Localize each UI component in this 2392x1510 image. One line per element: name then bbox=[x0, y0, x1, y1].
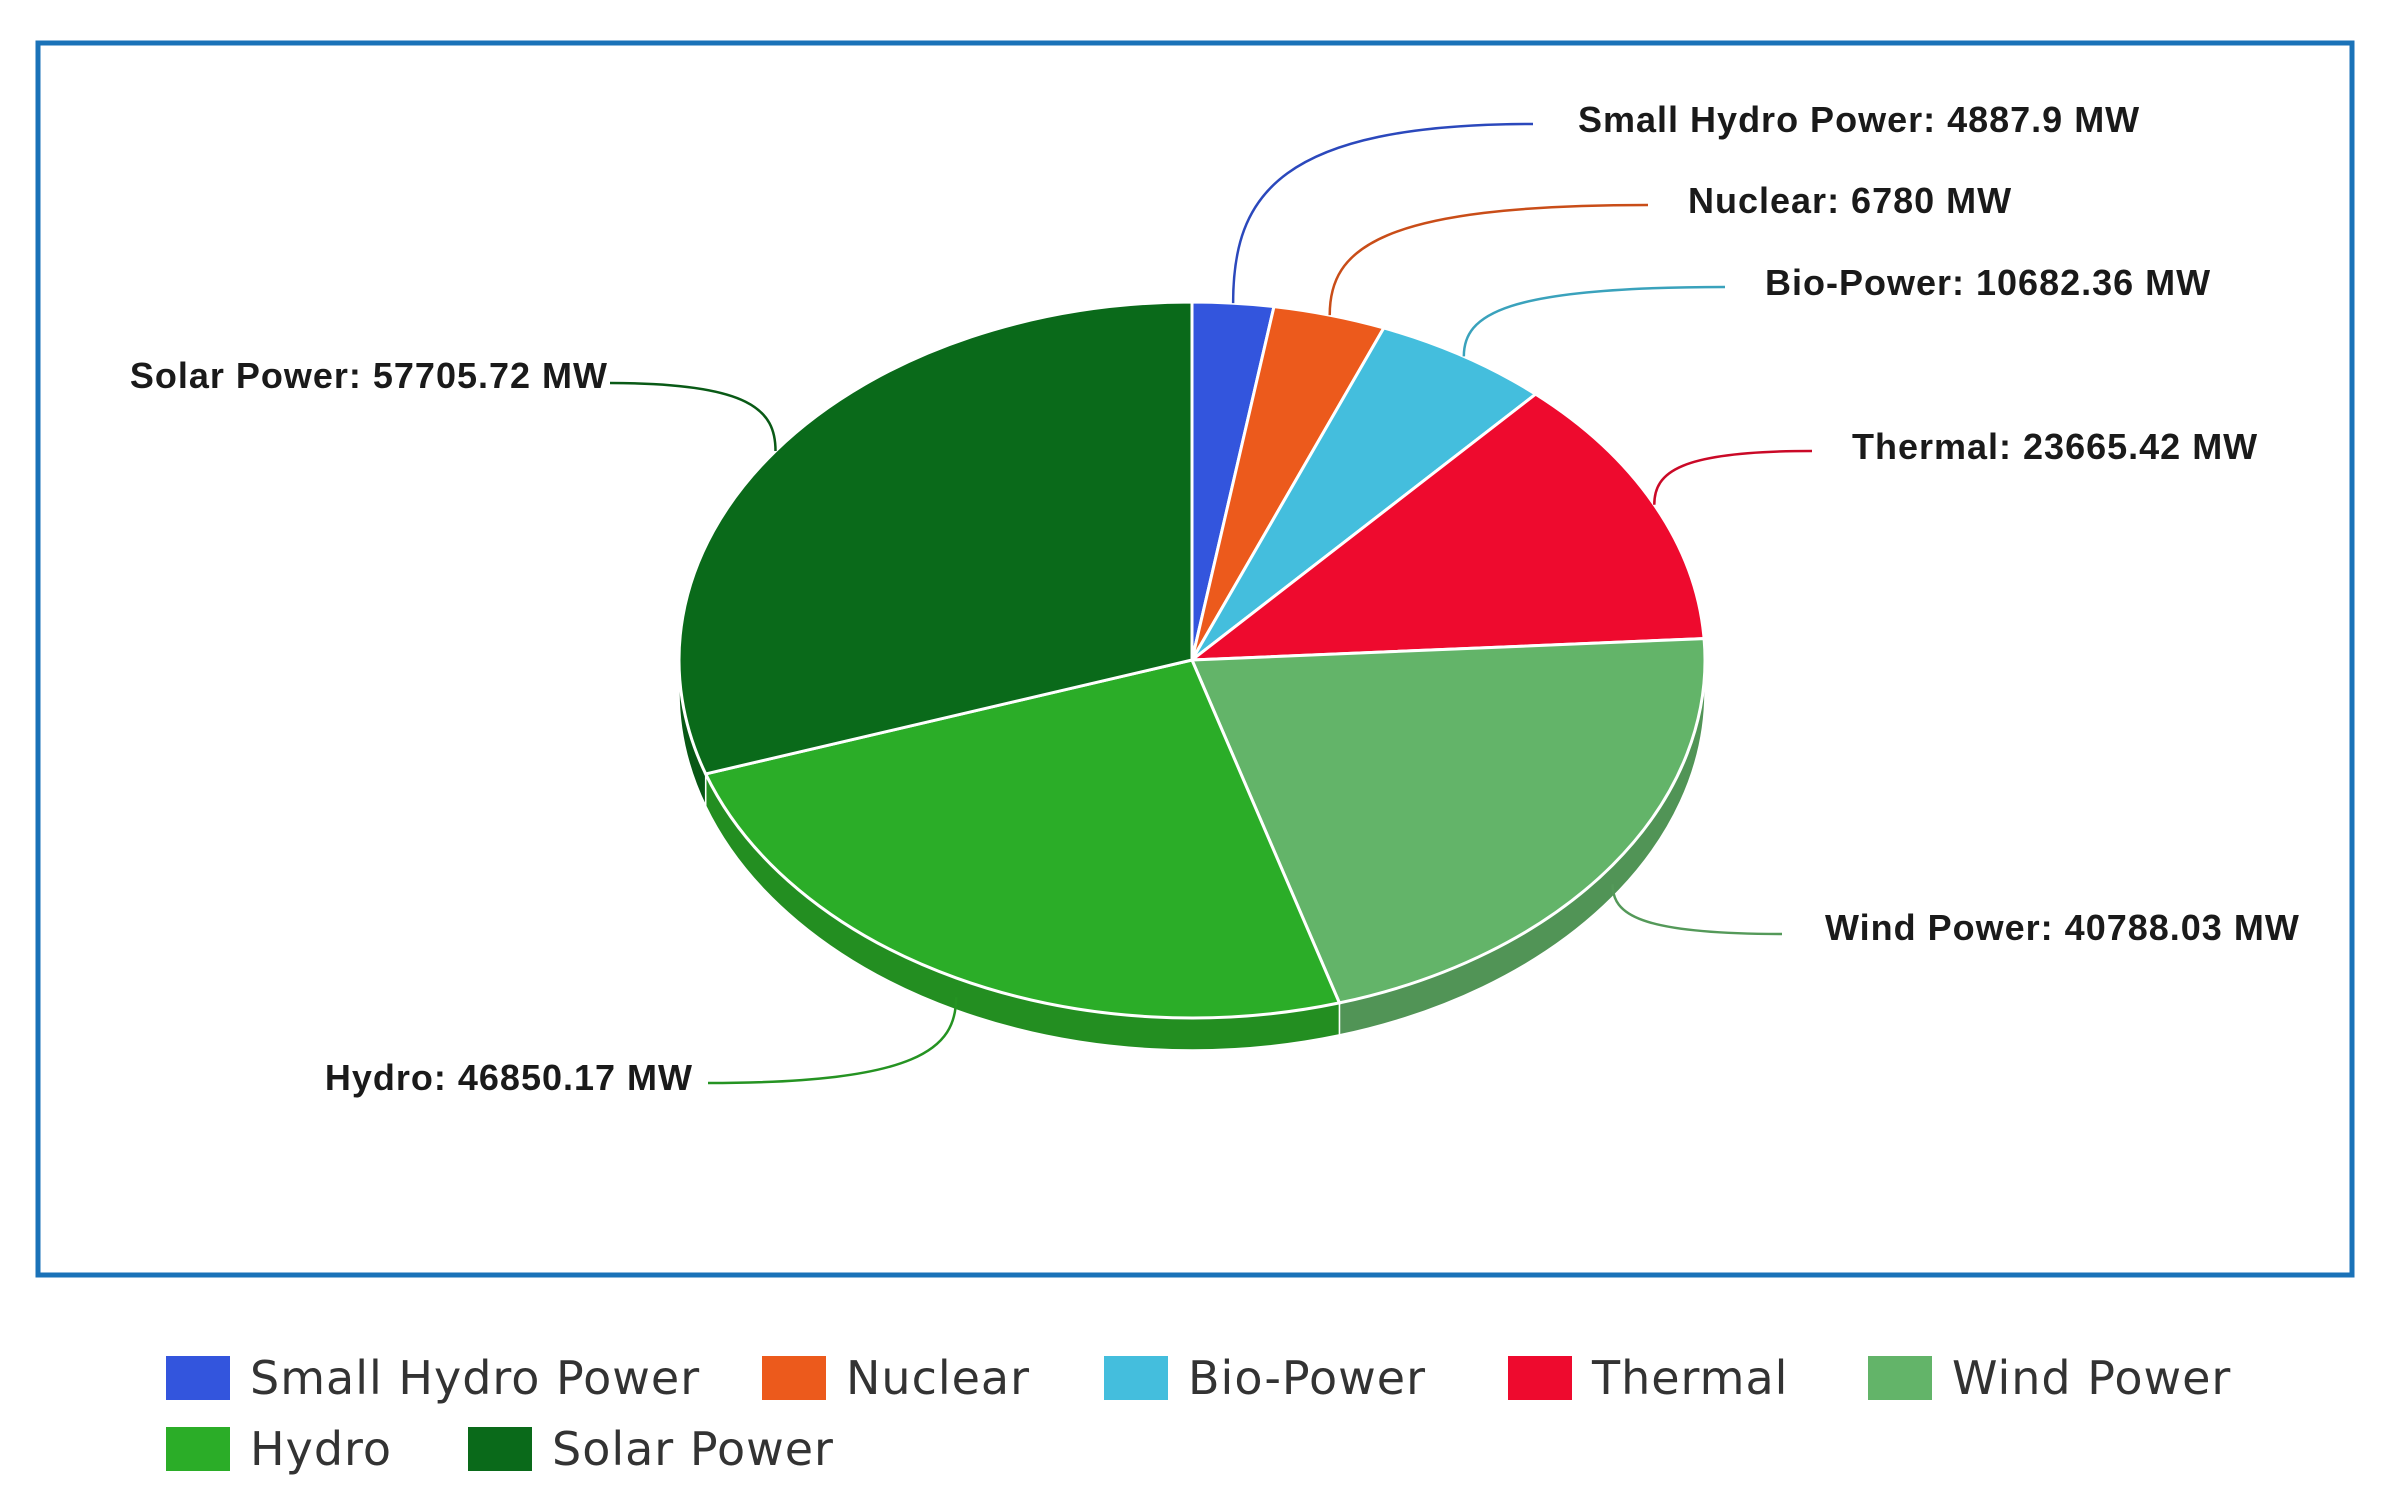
slice-bio-power[interactable] bbox=[1190, 326, 1539, 662]
legend-swatch-nuclear bbox=[762, 1356, 826, 1400]
leader-line-bio-power bbox=[1462, 285, 1726, 357]
pie-labels-layer: Small Hydro Power: 4887.9 MW Nuclear: 678… bbox=[130, 99, 2300, 1098]
leader-line-hydro bbox=[707, 997, 958, 1085]
data-label-hydro: Hydro: 46850.17 MW bbox=[325, 1057, 693, 1098]
data-label-small-hydro-power: Small Hydro Power: 4887.9 MW bbox=[1578, 99, 2140, 140]
legend-label-nuclear: Nuclear bbox=[846, 1351, 1030, 1405]
leader-line-nuclear bbox=[1328, 203, 1649, 316]
pie-slices-layer bbox=[677, 300, 1707, 1020]
legend-label-thermal: Thermal bbox=[1591, 1351, 1788, 1405]
slice-thermal[interactable] bbox=[1187, 392, 1706, 662]
leader-line-solar-power bbox=[609, 381, 777, 451]
legend-swatch-small-hydro-power bbox=[166, 1356, 230, 1400]
data-label-bio-power: Bio-Power: 10682.36 MW bbox=[1765, 262, 2211, 303]
slice-hydro[interactable] bbox=[703, 658, 1342, 1020]
legend-item-nuclear[interactable]: Nuclear bbox=[762, 1351, 1030, 1405]
leader-line-wind-power bbox=[1611, 884, 1783, 936]
data-label-thermal: Thermal: 23665.42 MW bbox=[1852, 426, 2258, 467]
leader-line-small-hydro-power bbox=[1231, 122, 1534, 304]
legend-item-thermal[interactable]: Thermal bbox=[1508, 1351, 1788, 1405]
legend-label-small-hydro-power: Small Hydro Power bbox=[250, 1351, 700, 1405]
legend-item-small-hydro-power[interactable]: Small Hydro Power bbox=[166, 1351, 700, 1405]
legend-swatch-thermal bbox=[1508, 1356, 1572, 1400]
legend-swatch-wind-power bbox=[1868, 1356, 1932, 1400]
legend-item-bio-power[interactable]: Bio-Power bbox=[1104, 1351, 1426, 1405]
legend-label-hydro: Hydro bbox=[250, 1422, 392, 1476]
legend-label-wind-power: Wind Power bbox=[1952, 1351, 2231, 1405]
legend-item-hydro[interactable]: Hydro bbox=[166, 1422, 392, 1476]
data-label-solar-power: Solar Power: 57705.72 MW bbox=[130, 355, 608, 396]
legend-item-wind-power[interactable]: Wind Power bbox=[1868, 1351, 2231, 1405]
slice-wind-power[interactable] bbox=[1189, 637, 1707, 1005]
legend-label-solar-power: Solar Power bbox=[552, 1422, 834, 1476]
legend: Small Hydro Power Nuclear Bio-Power Thermal… bbox=[166, 1351, 2231, 1476]
leader-line-thermal bbox=[1653, 449, 1813, 505]
legend-swatch-bio-power bbox=[1104, 1356, 1168, 1400]
legend-swatch-solar-power bbox=[468, 1427, 532, 1471]
legend-item-solar-power[interactable]: Solar Power bbox=[468, 1422, 834, 1476]
legend-swatch-hydro bbox=[166, 1427, 230, 1471]
data-label-nuclear: Nuclear: 6780 MW bbox=[1688, 180, 2012, 221]
legend-label-bio-power: Bio-Power bbox=[1188, 1351, 1426, 1405]
data-label-wind-power: Wind Power: 40788.03 MW bbox=[1825, 907, 2300, 948]
